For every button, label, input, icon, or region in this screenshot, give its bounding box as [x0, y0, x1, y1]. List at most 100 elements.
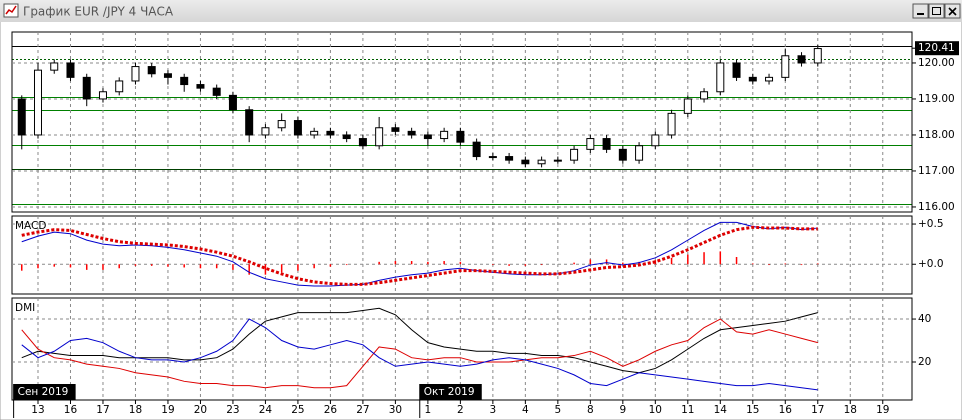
candle-body	[358, 138, 367, 147]
candle-body	[618, 148, 627, 161]
candle-body	[326, 130, 335, 136]
dmi-line	[21, 318, 818, 389]
candle-body	[521, 159, 530, 165]
candle-body	[375, 127, 384, 147]
candle-body	[293, 120, 302, 136]
last-price-box	[915, 41, 959, 56]
candle-body	[212, 87, 221, 96]
x-tick-label: 16	[779, 404, 793, 416]
x-tick-label: 25	[291, 404, 304, 416]
candle-body	[781, 55, 790, 78]
y-tick-label: 120.00	[918, 57, 955, 69]
y-tick-label: 116.00	[918, 201, 955, 213]
candle-body	[716, 62, 725, 93]
y-tick-label: 118.00	[918, 129, 955, 141]
x-tick-label: 2	[457, 404, 464, 416]
macd-line	[21, 221, 818, 287]
x-tick-label: 14	[714, 404, 728, 416]
candle-body	[505, 156, 514, 161]
panel-frame	[11, 31, 913, 213]
candle-body	[115, 80, 124, 93]
x-tick-label: 3	[490, 404, 497, 416]
candle-body	[765, 76, 774, 82]
x-tick-label: 4	[522, 404, 529, 416]
x-tick-label: 20	[194, 404, 207, 416]
x-tick-label: 27	[356, 404, 369, 416]
x-tick-label: 9	[619, 404, 626, 416]
window-title: График EUR /JPY 4 ЧАСА	[23, 5, 174, 19]
candle-body	[261, 127, 270, 136]
candle-body	[813, 48, 822, 64]
candle-body	[228, 94, 237, 111]
candle-body	[667, 112, 676, 136]
candle-body	[570, 148, 579, 161]
signal-line	[21, 225, 818, 286]
period-box	[419, 384, 482, 400]
maximize-button[interactable]	[928, 3, 945, 19]
dmi-line	[21, 307, 818, 374]
x-tick-label: 13	[31, 404, 44, 416]
candle-body	[732, 62, 741, 78]
x-tick-label: 30	[389, 404, 402, 416]
candle-body	[586, 138, 595, 150]
x-tick-label: 1	[425, 404, 432, 416]
window-icon	[3, 3, 19, 18]
candle-body	[553, 159, 562, 162]
panel-frame	[11, 215, 913, 295]
candle-body	[440, 130, 449, 140]
candle-body	[391, 127, 400, 132]
x-tick-label: 18	[129, 404, 142, 416]
period-box	[13, 384, 76, 400]
x-tick-label: 8	[587, 404, 594, 416]
x-tick-label: 17	[96, 404, 109, 416]
y-tick-label: +0.5	[918, 218, 944, 230]
x-tick-label: 5	[555, 404, 562, 416]
candle-body	[407, 130, 416, 136]
y-tick-label: 117.00	[918, 165, 955, 177]
panel-title: DMI	[15, 302, 35, 314]
y-tick-label: 119.00	[918, 93, 955, 105]
x-tick-label: 18	[844, 404, 857, 416]
x-tick-label: 19	[876, 404, 889, 416]
close-button[interactable]	[944, 3, 961, 19]
candle-body	[797, 55, 806, 64]
period-label: Окт 2019	[424, 386, 475, 398]
candle-body	[196, 84, 205, 89]
y-tick-label: 40	[918, 313, 931, 325]
candle-body	[748, 76, 757, 82]
title-bar	[0, 0, 962, 22]
candle-body	[245, 109, 254, 136]
candle-body	[277, 120, 286, 129]
candle-body	[310, 130, 319, 136]
candle-body	[66, 62, 75, 78]
candle-body	[488, 156, 497, 159]
candle-body	[50, 62, 59, 71]
level-lines	[12, 46, 912, 205]
candle-body	[33, 69, 42, 136]
x-tick-label: 16	[64, 404, 78, 416]
candle-body	[147, 66, 156, 75]
candle-body	[163, 73, 172, 78]
x-tick-label: 23	[226, 404, 239, 416]
y-tick-label: +0.0	[918, 258, 944, 270]
candle-body	[342, 134, 351, 140]
candle-body	[82, 76, 91, 100]
x-tick-label: 10	[649, 404, 662, 416]
candle-body	[635, 145, 644, 161]
candle-body	[423, 134, 432, 140]
candle-body	[651, 134, 660, 147]
period-label: Сен 2019	[18, 386, 69, 398]
x-tick-label: 15	[746, 404, 759, 416]
x-tick-label: 11	[681, 404, 694, 416]
minimize-button[interactable]	[912, 3, 929, 19]
dmi-line	[21, 318, 818, 391]
candle-body	[472, 141, 481, 158]
x-tick-label: 17	[811, 404, 824, 416]
candle-body	[602, 138, 611, 150]
candle-body	[131, 66, 140, 82]
candle-body	[700, 91, 709, 100]
x-tick-label: 19	[161, 404, 174, 416]
